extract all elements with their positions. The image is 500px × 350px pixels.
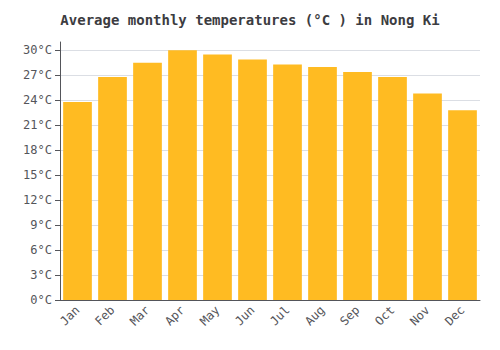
svg-text:Oct: Oct <box>372 303 397 328</box>
svg-text:Dec: Dec <box>442 303 467 328</box>
svg-text:May: May <box>197 303 222 328</box>
svg-text:0°C: 0°C <box>30 293 52 307</box>
svg-text:15°C: 15°C <box>23 168 52 182</box>
svg-text:Jul: Jul <box>267 303 292 328</box>
svg-text:Sep: Sep <box>337 303 362 328</box>
svg-text:Apr: Apr <box>162 303 187 328</box>
svg-text:30°C: 30°C <box>23 43 52 57</box>
svg-text:9°C: 9°C <box>30 218 52 232</box>
svg-text:6°C: 6°C <box>30 243 52 257</box>
svg-text:18°C: 18°C <box>23 143 52 157</box>
svg-text:21°C: 21°C <box>23 118 52 132</box>
svg-text:27°C: 27°C <box>23 68 52 82</box>
svg-text:Mar: Mar <box>127 303 152 328</box>
svg-text:Jan: Jan <box>57 303 82 328</box>
svg-text:24°C: 24°C <box>23 93 52 107</box>
svg-text:12°C: 12°C <box>23 193 52 207</box>
svg-text:Jun: Jun <box>232 303 257 328</box>
svg-text:Average monthly temperatures (: Average monthly temperatures (°C ) in No… <box>60 12 439 28</box>
svg-text:3°C: 3°C <box>30 268 52 282</box>
svg-text:Nov: Nov <box>407 303 432 328</box>
svg-text:Aug: Aug <box>302 303 327 328</box>
svg-text:Feb: Feb <box>92 303 117 328</box>
